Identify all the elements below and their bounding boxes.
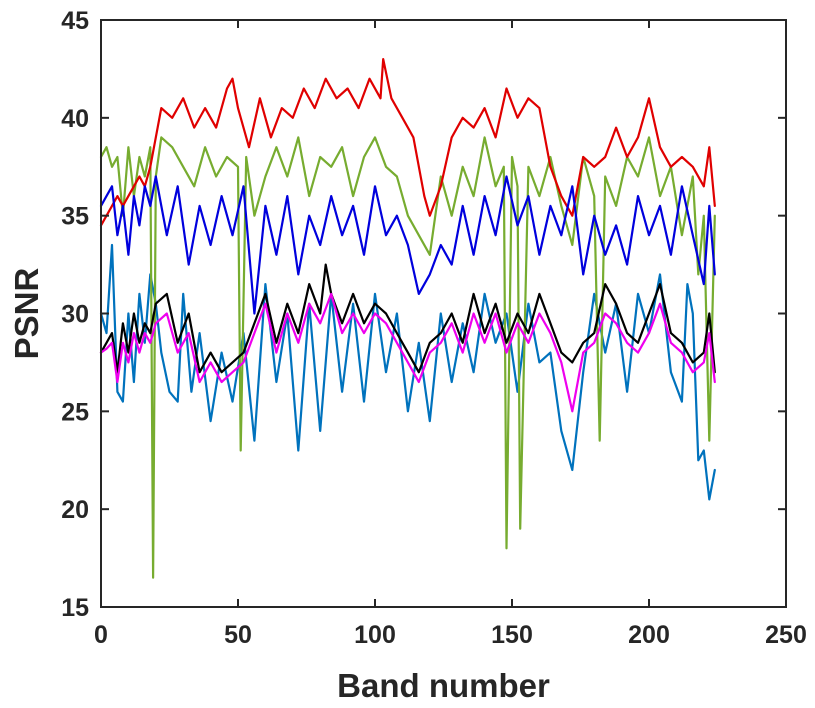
x-tick-label: 200 [628, 621, 670, 649]
series-line-3 [99, 57, 716, 227]
y-tick-label: 20 [61, 496, 89, 524]
x-tick-label: 0 [94, 621, 108, 649]
y-tick-label: 45 [61, 7, 89, 35]
series-line-1 [99, 243, 716, 501]
plot-frame [100, 19, 787, 608]
x-tick-label: 100 [354, 621, 396, 649]
series-layer [99, 57, 716, 579]
axis-layer [100, 19, 787, 608]
y-tick-label: 40 [61, 105, 89, 133]
series-line-4 [99, 175, 716, 315]
x-axis-title: Band number [337, 667, 550, 704]
y-tick-label: 15 [61, 594, 89, 622]
x-tick-label: 150 [491, 621, 533, 649]
series-line-6 [99, 292, 716, 413]
y-tick-label: 25 [61, 398, 89, 426]
series-line-5 [99, 263, 716, 374]
x-tick-label: 250 [765, 621, 807, 649]
y-axis-title: PSNR [8, 267, 45, 359]
y-tick-label: 35 [61, 203, 89, 231]
x-tick-label: 50 [224, 621, 252, 649]
series-line-2 [99, 136, 716, 579]
y-tick-label: 30 [61, 301, 89, 329]
label-layer: 0 50 100 150 200 250 15 20 25 30 35 40 45 [61, 7, 807, 649]
